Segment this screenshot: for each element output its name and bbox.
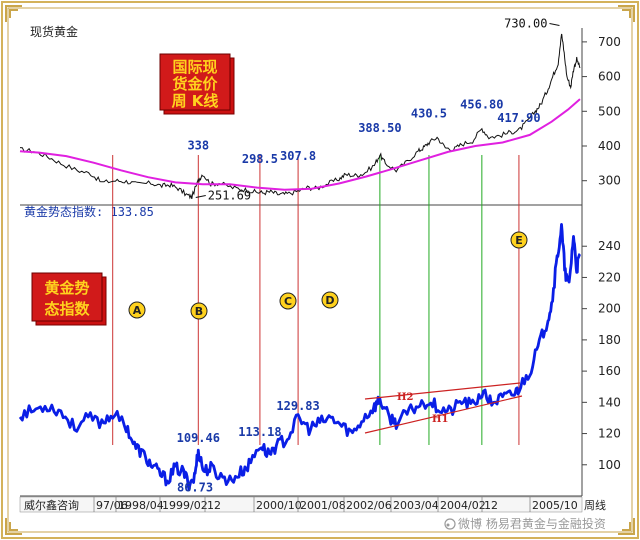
trend-label-h1: H1 — [432, 414, 448, 425]
price-line — [19, 33, 581, 200]
index-y-tick-label-1: 120 — [598, 427, 621, 441]
price-high-label-2: 298.5 — [242, 152, 278, 166]
bottom-bar — [19, 496, 583, 513]
x-tick-label-10: 2005/10 — [532, 499, 578, 512]
x-tick-label-8: 2004/02 — [440, 499, 486, 512]
bottom-company: 威尔鑫咨询 — [24, 498, 79, 512]
circle-marker-label-a: A — [133, 304, 142, 317]
index-high-label-0: 109.46 — [177, 431, 220, 445]
x-tick-label-7: 2003/04 — [393, 499, 439, 512]
index-title-text: 黄金势态指数 — [24, 204, 96, 219]
index-y-tick-label-3: 160 — [598, 364, 621, 378]
price-high-label-7: 417.90 — [497, 111, 540, 125]
x-tick-label-0: 97/06 — [96, 499, 128, 512]
circle-marker-a — [128, 301, 146, 319]
index-y-axis: 100 120 140 160 180 200 220 240 — [582, 239, 621, 472]
svg-text:黄金势态指数: 133.85: 黄金势态指数: 133.85 — [24, 204, 154, 219]
index-panel-title: 黄金势态指数: 133.85 — [24, 204, 154, 219]
moving-average-line — [19, 98, 581, 191]
price-panel-title: 现货黄金 — [30, 24, 78, 39]
watermark: 微博 杨易君黄金与金融投资 — [444, 516, 606, 531]
price-y-tick-label-3: 600 — [598, 70, 621, 84]
trend-line-h2 — [364, 382, 521, 400]
price-y-tick-label-1: 400 — [598, 139, 621, 153]
circle-marker-label-b: B — [195, 305, 203, 318]
index-y-tick-label-4: 180 — [598, 333, 621, 347]
index-low-label: 86.73 — [177, 480, 213, 494]
price-high-pointer — [549, 22, 560, 26]
circle-marker-c — [279, 292, 297, 310]
circle-marker-b — [190, 302, 208, 320]
x-tick-label-1: 1998/04 — [118, 499, 164, 512]
price-high-label-6: 456.80 — [460, 97, 503, 111]
circle-marker-label-d: D — [325, 294, 334, 307]
x-tick-label-2: 1999/02 — [162, 499, 208, 512]
price-high-label-0: 730.00 — [504, 16, 547, 30]
index-high-label-1: 113.18 — [238, 425, 281, 439]
x-tick-label-9: 12 — [484, 499, 498, 512]
x-tick-label-5: 2001/08 — [300, 499, 346, 512]
price-y-tick-label-2: 500 — [598, 104, 621, 118]
index-line — [18, 223, 581, 492]
index-box-line-1: 黄金势 — [44, 279, 89, 297]
price-y-axis: 300 400 500 600 700 — [582, 35, 621, 188]
trend-label-h2: H2 — [397, 392, 413, 403]
x-tick-label-4: 2000/10 — [256, 499, 302, 512]
price-low-label: 251.69 — [208, 188, 251, 202]
inner-frame — [7, 7, 633, 533]
circle-marker-label-e: E — [515, 234, 523, 247]
circle-marker-label-c: C — [284, 295, 292, 308]
index-box-line-2: 态指数 — [44, 300, 90, 318]
price-box-line-3: 周 K线 — [172, 92, 219, 110]
index-high-label-2: 129.83 — [276, 399, 319, 413]
index-y-tick-label-2: 140 — [598, 395, 621, 409]
price-info-box: 国际现 货金价 周 K线 — [159, 53, 235, 115]
price-high-label-4: 388.50 — [358, 121, 401, 135]
index-value-label: 133.85 — [110, 205, 153, 219]
x-tick-label-3: 12 — [207, 499, 221, 512]
index-y-tick-label-0: 100 — [598, 458, 621, 472]
circle-marker-d — [321, 291, 339, 309]
index-title-colon: : — [96, 205, 110, 219]
price-y-tick-label-4: 700 — [598, 35, 621, 49]
bottom-period: 周线 — [584, 498, 606, 512]
trend-line-h1 — [364, 395, 523, 434]
plot-borders — [20, 28, 583, 497]
price-series-group — [19, 33, 581, 200]
price-high-label-1: 338 — [187, 139, 209, 153]
price-box-line-2: 货金价 — [172, 75, 218, 93]
price-high-label-3: 307.8 — [280, 149, 316, 163]
price-box-line-1: 国际现 — [172, 58, 217, 76]
index-y-tick-label-7: 240 — [598, 239, 621, 253]
index-info-box: 黄金势 态指数 — [31, 272, 107, 326]
watermark-text: 微博 杨易君黄金与金融投资 — [458, 516, 606, 531]
x-tick-label-6: 2002/06 — [346, 499, 392, 512]
trend-lines — [364, 382, 523, 434]
price-low-pointer — [195, 194, 206, 198]
circle-markers: A B C D E — [128, 231, 528, 320]
index-series-group — [18, 223, 581, 492]
annotations: 730.00 338 298.5 307.8 388.50 430.5 456.80417.… — [177, 16, 560, 494]
price-high-label-5: 430.5 — [411, 106, 447, 120]
corner-ornaments — [5, 5, 635, 535]
circle-marker-e — [510, 231, 528, 249]
index-y-tick-label-5: 200 — [598, 302, 621, 316]
price-y-tick-label-0: 300 — [598, 174, 621, 188]
weibo-icon — [444, 518, 456, 530]
index-y-tick-label-6: 220 — [598, 270, 621, 284]
